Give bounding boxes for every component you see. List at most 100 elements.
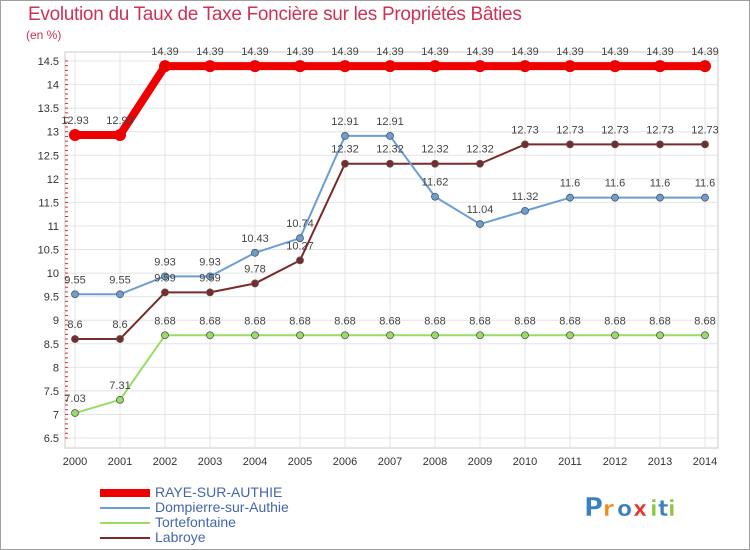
- data-label: 8.68: [424, 315, 445, 327]
- data-label: 10.27: [286, 240, 314, 252]
- data-label: 12.32: [421, 144, 449, 156]
- logo-letter: P: [584, 493, 603, 523]
- y-tick-label: 9: [53, 315, 59, 327]
- data-point: [521, 331, 529, 340]
- data-label: 12.32: [466, 144, 494, 156]
- data-label: 8.68: [694, 315, 715, 327]
- data-label: 7.31: [109, 380, 130, 392]
- data-point: [701, 193, 709, 202]
- y-tick-label: 11: [48, 221, 59, 233]
- data-label: 14.39: [466, 46, 494, 58]
- data-point: [429, 60, 441, 73]
- data-label: 12.93: [106, 115, 134, 127]
- data-point: [294, 60, 306, 73]
- data-point: [656, 140, 664, 149]
- data-label: 12.91: [331, 116, 359, 128]
- data-label: 8.6: [112, 319, 127, 331]
- x-tick-label: 2012: [603, 456, 627, 468]
- x-tick-label: 2005: [288, 456, 312, 468]
- data-point: [566, 331, 574, 340]
- data-label: 11.6: [695, 178, 716, 190]
- data-point: [161, 272, 169, 281]
- logo-letter: r: [603, 497, 614, 522]
- data-point: [206, 288, 214, 297]
- data-label: 12.73: [601, 124, 629, 136]
- x-tick-label: 2011: [558, 456, 582, 468]
- data-label: 14.39: [376, 46, 404, 58]
- data-point: [386, 132, 394, 140]
- x-tick-label: 2008: [423, 456, 447, 468]
- data-point: [159, 60, 171, 73]
- data-label: 12.73: [556, 124, 584, 136]
- data-label: 11.04: [467, 204, 494, 216]
- data-point: [296, 331, 304, 340]
- y-tick-label: 14.5: [38, 56, 59, 68]
- data-label: 11.6: [650, 178, 671, 190]
- data-label: 8.68: [604, 315, 625, 327]
- data-point: [656, 331, 664, 340]
- data-label: 10.74: [286, 218, 314, 230]
- data-label: 9.78: [244, 263, 265, 275]
- x-tick-label: 2007: [378, 456, 402, 468]
- data-label: 14.39: [331, 46, 359, 58]
- data-point: [521, 140, 529, 149]
- y-tick-label: 8: [53, 362, 59, 374]
- y-tick-label: 7: [53, 409, 59, 421]
- y-tick-label: 13.5: [38, 103, 59, 115]
- data-point: [431, 331, 439, 340]
- data-label: 14.39: [691, 46, 719, 58]
- y-tick-label: 6.5: [44, 433, 59, 445]
- data-label: 8.68: [469, 315, 490, 327]
- data-point: [161, 331, 169, 340]
- x-tick-label: 2006: [333, 456, 357, 468]
- x-tick-label: 2002: [153, 456, 177, 468]
- data-label: 14.39: [196, 46, 224, 58]
- data-label: 7.03: [64, 393, 85, 405]
- data-point: [204, 60, 216, 73]
- y-tick-label: 11.5: [38, 197, 59, 209]
- data-point: [656, 193, 664, 202]
- x-tick-label: 2013: [648, 456, 672, 468]
- data-label: 8.68: [379, 315, 400, 327]
- data-label: 8.68: [559, 315, 580, 327]
- data-point: [251, 331, 259, 340]
- data-point: [71, 409, 79, 417]
- data-point: [339, 60, 351, 73]
- data-label: 14.39: [601, 46, 629, 58]
- data-label: 9.93: [154, 256, 175, 268]
- y-tick-label: 10: [47, 268, 59, 280]
- data-point: [566, 140, 574, 149]
- data-point: [431, 159, 439, 168]
- data-label: 11.62: [422, 177, 449, 189]
- data-point: [386, 331, 394, 340]
- x-tick-label: 2003: [198, 456, 222, 468]
- data-label: 12.93: [61, 115, 89, 127]
- y-tick-label: 7.5: [44, 386, 59, 398]
- data-label: 9.59: [154, 272, 175, 284]
- data-point: [386, 159, 394, 168]
- data-point: [249, 60, 261, 73]
- legend-label: RAYE-SUR-AUTHIE: [155, 484, 283, 500]
- x-tick-label: 2010: [513, 456, 537, 468]
- data-label: 8.68: [154, 315, 175, 327]
- data-label: 9.93: [199, 256, 220, 268]
- data-label: 11.6: [605, 178, 626, 190]
- x-tick-label: 2001: [108, 456, 132, 468]
- x-tick-label: 2009: [468, 456, 492, 468]
- data-label: 12.73: [646, 124, 674, 136]
- x-tick-label: 2004: [243, 456, 267, 468]
- data-label: 11.6: [560, 178, 581, 190]
- legend-swatch: [100, 489, 150, 497]
- logo-letter: x: [633, 497, 647, 522]
- y-tick-label: 12.5: [38, 150, 59, 162]
- data-label: 14.39: [151, 46, 179, 58]
- data-point: [519, 60, 531, 73]
- data-point: [206, 272, 214, 281]
- data-label: 12.32: [331, 144, 359, 156]
- legend-swatch: [100, 522, 150, 524]
- data-point: [609, 60, 621, 73]
- data-point: [566, 193, 574, 202]
- logo-letter: o: [617, 497, 632, 522]
- data-point: [476, 331, 484, 340]
- data-point: [69, 128, 81, 141]
